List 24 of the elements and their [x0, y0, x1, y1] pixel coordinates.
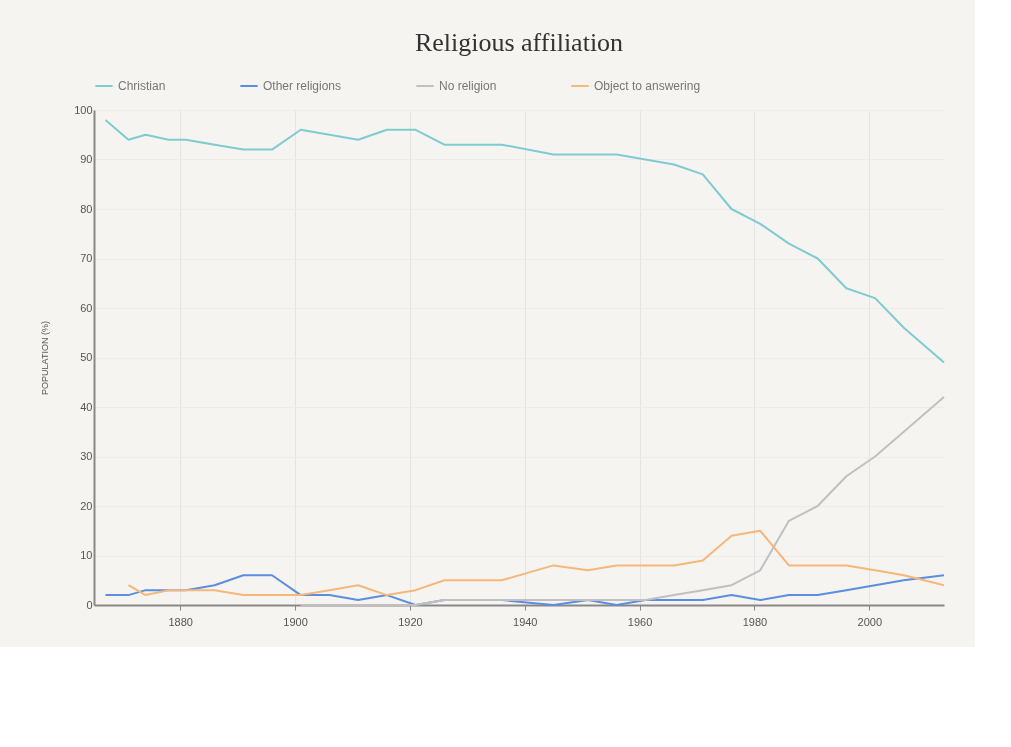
legend-label: No religion	[439, 79, 497, 93]
x-tick-label: 1940	[513, 615, 538, 628]
y-tick-label: 90	[80, 153, 93, 165]
legend-label: Other religions	[263, 79, 342, 93]
y-tick-label: 50	[80, 351, 93, 363]
x-tick-label: 2000	[857, 615, 883, 628]
legend-label: Christian	[118, 79, 166, 93]
y-tick-label: 20	[80, 499, 93, 512]
y-tick-label: 10	[80, 549, 93, 561]
y-tick-label: 60	[80, 301, 93, 314]
legend-label: Object to answering	[594, 79, 701, 93]
y-tick-label: 40	[80, 400, 93, 413]
y-tick-label: 30	[80, 450, 93, 462]
x-tick-label: 1980	[742, 615, 768, 628]
chart-title: Religious affiliation	[414, 28, 624, 57]
y-axis-title: POPULATION (%)	[40, 321, 51, 395]
y-tick-label: 0	[86, 598, 93, 611]
y-tick-label: 80	[80, 202, 93, 215]
x-tick-label: 1920	[398, 615, 423, 628]
x-tick-label: 1900	[283, 615, 308, 628]
x-tick-label: 1880	[168, 615, 193, 628]
y-tick-label: 70	[80, 252, 93, 264]
y-tick-label: 100	[74, 103, 93, 116]
x-tick-label: 1960	[627, 615, 653, 628]
